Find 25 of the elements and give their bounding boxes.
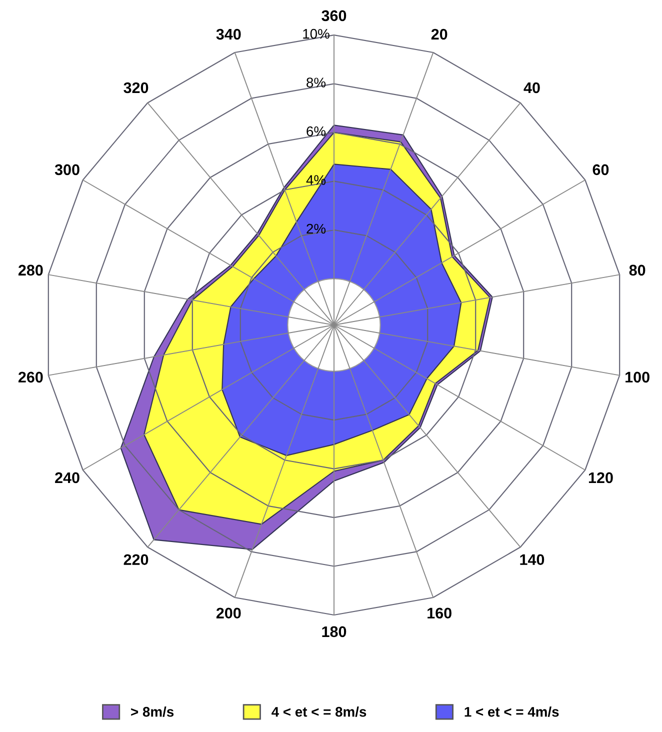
- spoke-label: 360: [322, 10, 346, 22]
- spoke-label: 240: [55, 472, 80, 484]
- spoke-label: 260: [18, 372, 43, 383]
- spoke-label: 320: [124, 82, 148, 94]
- spoke-label: 200: [216, 608, 241, 619]
- spoke-label: 40: [524, 82, 540, 94]
- spoke-label: 20: [431, 28, 448, 40]
- spoke-label: 180: [322, 626, 346, 638]
- spoke-label: 340: [216, 28, 241, 40]
- y-tick-label: 6%: [306, 126, 326, 136]
- y-tick-label: 2%: [306, 224, 326, 234]
- y-tick-label: 8%: [306, 78, 326, 88]
- legend-label: 1 < et < = 4m/s: [464, 706, 559, 717]
- spoke-label: 300: [54, 164, 80, 176]
- legend-label: > 8m/s: [131, 706, 174, 717]
- y-tick-label: 10%: [303, 28, 330, 39]
- spoke-label: 120: [588, 472, 613, 484]
- spoke-label: 60: [592, 164, 609, 176]
- spoke-label: 280: [18, 264, 43, 276]
- spoke-label: 140: [520, 554, 544, 566]
- spoke-label: 100: [626, 372, 650, 383]
- spoke-label: 160: [428, 608, 452, 619]
- spoke-label: 220: [124, 554, 148, 566]
- legend-label: 4 < et < = 8m/s: [272, 706, 366, 717]
- spoke-label: 80: [629, 264, 646, 276]
